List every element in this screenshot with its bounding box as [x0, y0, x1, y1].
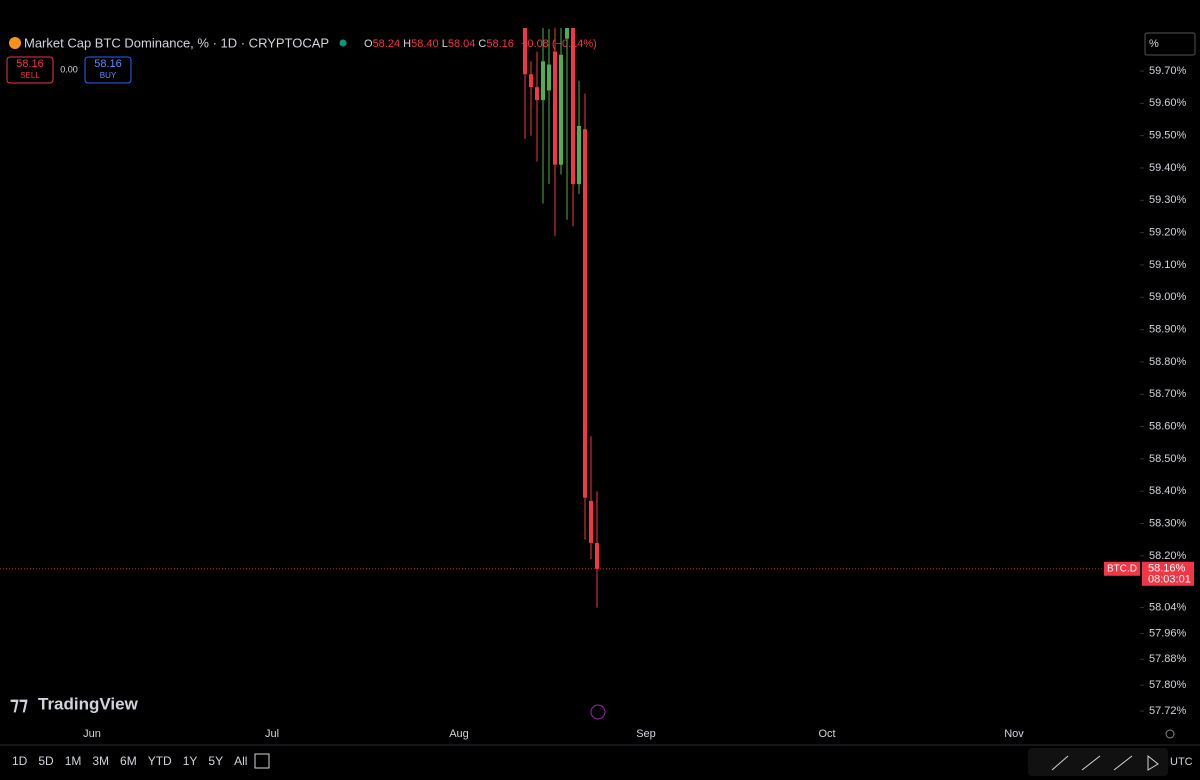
o-label: O — [364, 38, 373, 50]
buy-button[interactable] — [84, 56, 132, 84]
date-range-icon[interactable] — [254, 753, 270, 769]
y-tick-label: 57.80% — [1149, 679, 1187, 691]
candle-body — [565, 28, 569, 39]
timeframe-button[interactable]: 6M — [120, 754, 137, 768]
l-label: L — [442, 38, 448, 50]
candle-body — [553, 51, 557, 165]
settings-icon[interactable] — [1165, 729, 1175, 739]
sell-button[interactable] — [6, 56, 54, 84]
price-badge — [1142, 561, 1194, 586]
x-tick-label: Sep — [636, 728, 656, 740]
timeframe-button[interactable]: 3M — [92, 754, 109, 768]
events-icon[interactable] — [590, 704, 606, 720]
ohlc-legend: O58.24 H58.40 L58.04 C58.16 −0.08 (−0.14… — [364, 38, 597, 50]
scale-unit: % — [1149, 38, 1159, 50]
y-tick-label: 58.80% — [1149, 356, 1187, 368]
y-tick-label: 57.88% — [1149, 653, 1187, 665]
candle-body — [535, 87, 539, 101]
y-tick-label: 59.10% — [1149, 259, 1187, 271]
y-tick-label: 57.72% — [1149, 705, 1187, 717]
market-status — [339, 39, 347, 47]
scale-input[interactable] — [1144, 32, 1196, 56]
change: −0.08 (−0.14%) — [521, 38, 597, 50]
plot-area — [523, 28, 599, 608]
candle-body — [547, 64, 551, 91]
y-tick-label: 58.60% — [1149, 420, 1187, 432]
buy-label: BUY — [100, 71, 117, 80]
timeframe-button[interactable]: YTD — [148, 754, 172, 768]
spread: 0.00 — [60, 64, 78, 74]
sell-price: 58.16 — [16, 58, 44, 70]
y-tick-label: 59.50% — [1149, 130, 1187, 142]
y-tick-label: 59.70% — [1149, 65, 1187, 77]
h-value: 58.40 — [411, 38, 439, 50]
l-value: 58.04 — [448, 38, 476, 50]
y-tick-label: 59.00% — [1149, 291, 1187, 303]
y-tick-label: 58.30% — [1149, 517, 1187, 529]
countdown: 08:03:01 — [1148, 574, 1191, 586]
tool-icons — [1051, 754, 1159, 771]
buy-price: 58.16 — [94, 58, 122, 70]
timeframe-button[interactable]: All — [234, 754, 247, 768]
x-tick-label: Jun — [83, 728, 101, 740]
c-label: C — [478, 38, 486, 50]
x-tick-label: Jul — [265, 728, 279, 740]
x-tick-label: Nov — [1004, 728, 1024, 740]
y-tick-label: 59.60% — [1149, 97, 1187, 109]
timeframe-button[interactable]: 1M — [65, 754, 82, 768]
y-tick-label: 58.90% — [1149, 323, 1187, 335]
x-tick-label: Oct — [818, 728, 835, 740]
y-tick-label: 59.40% — [1149, 162, 1187, 174]
candle-body — [589, 500, 593, 543]
y-tick-label: 59.20% — [1149, 227, 1187, 239]
candle-body — [559, 54, 563, 165]
symbol-title: Market Cap BTC Dominance, % · 1D · CRYPT… — [24, 35, 329, 50]
o-value: 58.24 — [373, 38, 401, 50]
btc-icon — [9, 37, 21, 49]
y-tick-label: 58.40% — [1149, 485, 1187, 497]
y-tick-label: 57.96% — [1149, 627, 1187, 639]
timeframe-button[interactable]: 1Y — [183, 754, 198, 768]
candle-body — [571, 28, 575, 185]
timezone[interactable]: UTC — [1170, 756, 1193, 768]
brand: TradingView — [38, 694, 139, 713]
candle-body — [595, 542, 599, 569]
y-tick-label: 58.04% — [1149, 601, 1187, 613]
candle-body — [577, 125, 581, 185]
candle-body — [583, 129, 587, 498]
y-tick-label: 58.20% — [1149, 550, 1187, 562]
h-label: H — [403, 38, 411, 50]
y-tick-label: 58.50% — [1149, 453, 1187, 465]
timeframe-button[interactable]: 1D — [12, 754, 28, 768]
drawing-tools[interactable] — [1028, 748, 1168, 776]
candle-body — [523, 28, 527, 75]
candle-body — [541, 61, 545, 101]
y-tick-label: 59.30% — [1149, 194, 1187, 206]
symbol-badge — [1104, 561, 1140, 576]
x-tick-label: Aug — [449, 728, 469, 740]
sell-label: SELL — [20, 71, 40, 80]
brand-logo: ⁊⁊ — [10, 694, 28, 714]
symbol-badge-text: BTC.D — [1107, 563, 1137, 574]
c-value: 58.16 — [486, 38, 514, 50]
timeframe-button[interactable]: 5D — [38, 754, 54, 768]
y-tick-label: 58.70% — [1149, 388, 1187, 400]
price-badge-text: 58.16% — [1148, 563, 1186, 575]
timeframe-button[interactable]: 5Y — [208, 754, 223, 768]
candle-body — [529, 74, 533, 88]
